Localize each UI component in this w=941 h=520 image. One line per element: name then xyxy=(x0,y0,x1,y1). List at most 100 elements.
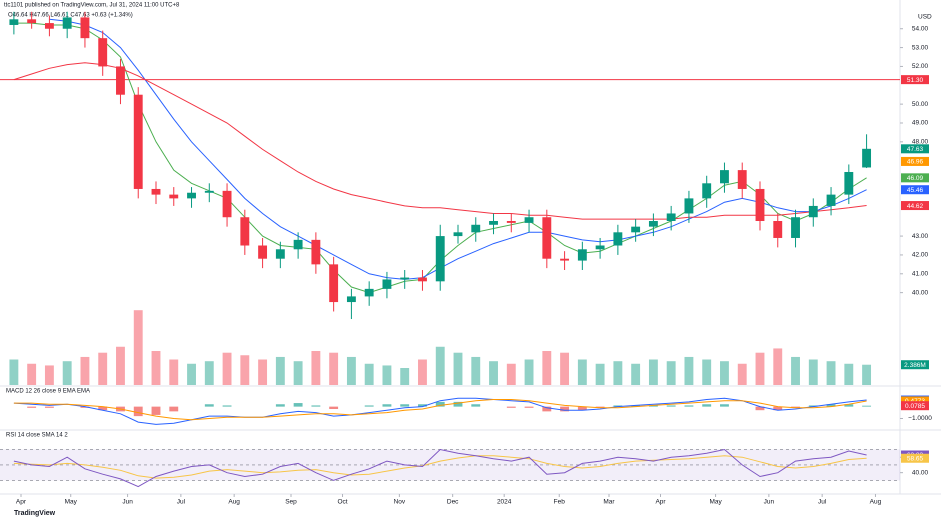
x-tick-label: Oct xyxy=(337,499,347,506)
macd-histogram xyxy=(364,405,374,407)
candle-body xyxy=(275,249,285,259)
x-tick-label: Jun xyxy=(764,499,775,506)
rsi-label: 58.65 xyxy=(907,455,924,462)
macd-line xyxy=(13,397,867,425)
macd-histogram xyxy=(80,406,90,408)
volume-bar xyxy=(293,361,303,385)
publisher: ttc1101 published on TradingView.com, Ju… xyxy=(4,3,180,9)
macd-histogram xyxy=(506,406,516,408)
candle-body xyxy=(826,194,836,206)
macd-histogram xyxy=(151,406,161,415)
candle-body xyxy=(169,194,179,199)
candle-body xyxy=(187,192,196,199)
candle-body xyxy=(844,171,854,195)
volume-bar xyxy=(222,352,232,385)
price-label: 46.09 xyxy=(907,175,924,182)
moving-average xyxy=(49,18,867,280)
volume-bar xyxy=(311,351,321,385)
price-label: 47.63 xyxy=(907,146,924,153)
candle-body xyxy=(133,94,143,189)
x-tick-label: May xyxy=(65,499,78,506)
macd-histogram xyxy=(702,404,712,407)
candle-body xyxy=(684,198,694,214)
candle-body xyxy=(364,288,374,297)
macd-title: MACD 12 26 close 9 EMA EMA xyxy=(6,389,90,395)
x-tick-label: 2024 xyxy=(497,499,512,506)
x-tick-label: Feb xyxy=(554,499,566,506)
macd-histogram xyxy=(560,406,570,412)
volume-bar xyxy=(169,359,179,385)
y-tick-label: 50.00 xyxy=(912,101,929,108)
ohlc-legend: O46.64 H47.66 L46.61 C47.63 +0.63 (+1.34… xyxy=(8,13,133,19)
volume-bar xyxy=(773,348,783,385)
volume-bar xyxy=(435,346,445,385)
y-tick-label: 42.00 xyxy=(912,252,929,259)
volume-bar xyxy=(453,352,463,385)
candle-body xyxy=(240,217,250,246)
candle-body xyxy=(808,205,818,218)
x-tick-label: Aug xyxy=(228,499,240,506)
volume-bar xyxy=(116,346,125,385)
macd-histogram xyxy=(826,404,836,407)
volume-bar xyxy=(720,361,729,385)
y-tick-label: 41.00 xyxy=(912,271,929,278)
macd-label-box xyxy=(901,401,929,411)
candle-body xyxy=(648,221,658,227)
candle-body xyxy=(293,239,303,250)
candle-body xyxy=(329,264,339,303)
price-label: 45.46 xyxy=(907,187,924,194)
macd-histogram xyxy=(418,404,427,407)
candle-body xyxy=(862,148,872,168)
volume-bar xyxy=(684,356,694,385)
footer-brand: TradingView xyxy=(14,510,56,517)
candle-body xyxy=(720,170,729,184)
y-tick-label: 40.00 xyxy=(912,289,929,296)
macd-histogram xyxy=(613,405,623,407)
volume-bar xyxy=(364,363,374,385)
x-tick-label: Jul xyxy=(177,499,186,506)
macd-histogram xyxy=(275,404,285,407)
macd-histogram xyxy=(755,406,765,411)
volume-bar xyxy=(737,363,747,385)
candle-body xyxy=(577,249,587,261)
macd-histogram xyxy=(27,406,37,408)
macd-histogram xyxy=(169,406,179,412)
volume-bar xyxy=(275,356,285,385)
volume-bar xyxy=(62,361,72,385)
moving-average xyxy=(13,62,867,220)
candle-body xyxy=(435,236,445,282)
macd-histogram xyxy=(133,406,143,417)
candle-body xyxy=(791,217,800,238)
price-label-box xyxy=(901,156,929,166)
candle-body xyxy=(27,19,37,24)
volume-bar xyxy=(755,352,765,385)
volume-bar xyxy=(27,363,37,385)
volume-bar xyxy=(666,361,676,385)
candle-body xyxy=(151,188,161,195)
x-tick-label: Nov xyxy=(394,499,406,506)
rsi-ma-line xyxy=(13,455,867,479)
volume-bar xyxy=(133,310,143,385)
candle-body xyxy=(9,19,19,25)
candle-body xyxy=(116,66,125,95)
signal-line xyxy=(13,399,867,421)
x-tick-label: Sep xyxy=(285,499,297,506)
volume-bar xyxy=(471,356,481,385)
x-tick-label: Apr xyxy=(655,499,666,506)
volume-bar xyxy=(44,365,54,385)
y-tick-label: 40.00 xyxy=(912,469,929,476)
candle-body xyxy=(311,239,321,265)
candle-body xyxy=(80,17,90,39)
macd-histogram xyxy=(631,405,641,407)
macd-histogram xyxy=(311,405,321,407)
volume-bar xyxy=(98,352,108,385)
candle-body xyxy=(737,170,747,189)
candle-body xyxy=(560,258,570,261)
candle-body xyxy=(400,277,410,280)
rsi-label-box xyxy=(901,453,929,463)
candle-body xyxy=(471,224,481,233)
rsi-line xyxy=(13,448,867,488)
volume-bar xyxy=(826,361,836,385)
candle-body xyxy=(702,183,712,199)
